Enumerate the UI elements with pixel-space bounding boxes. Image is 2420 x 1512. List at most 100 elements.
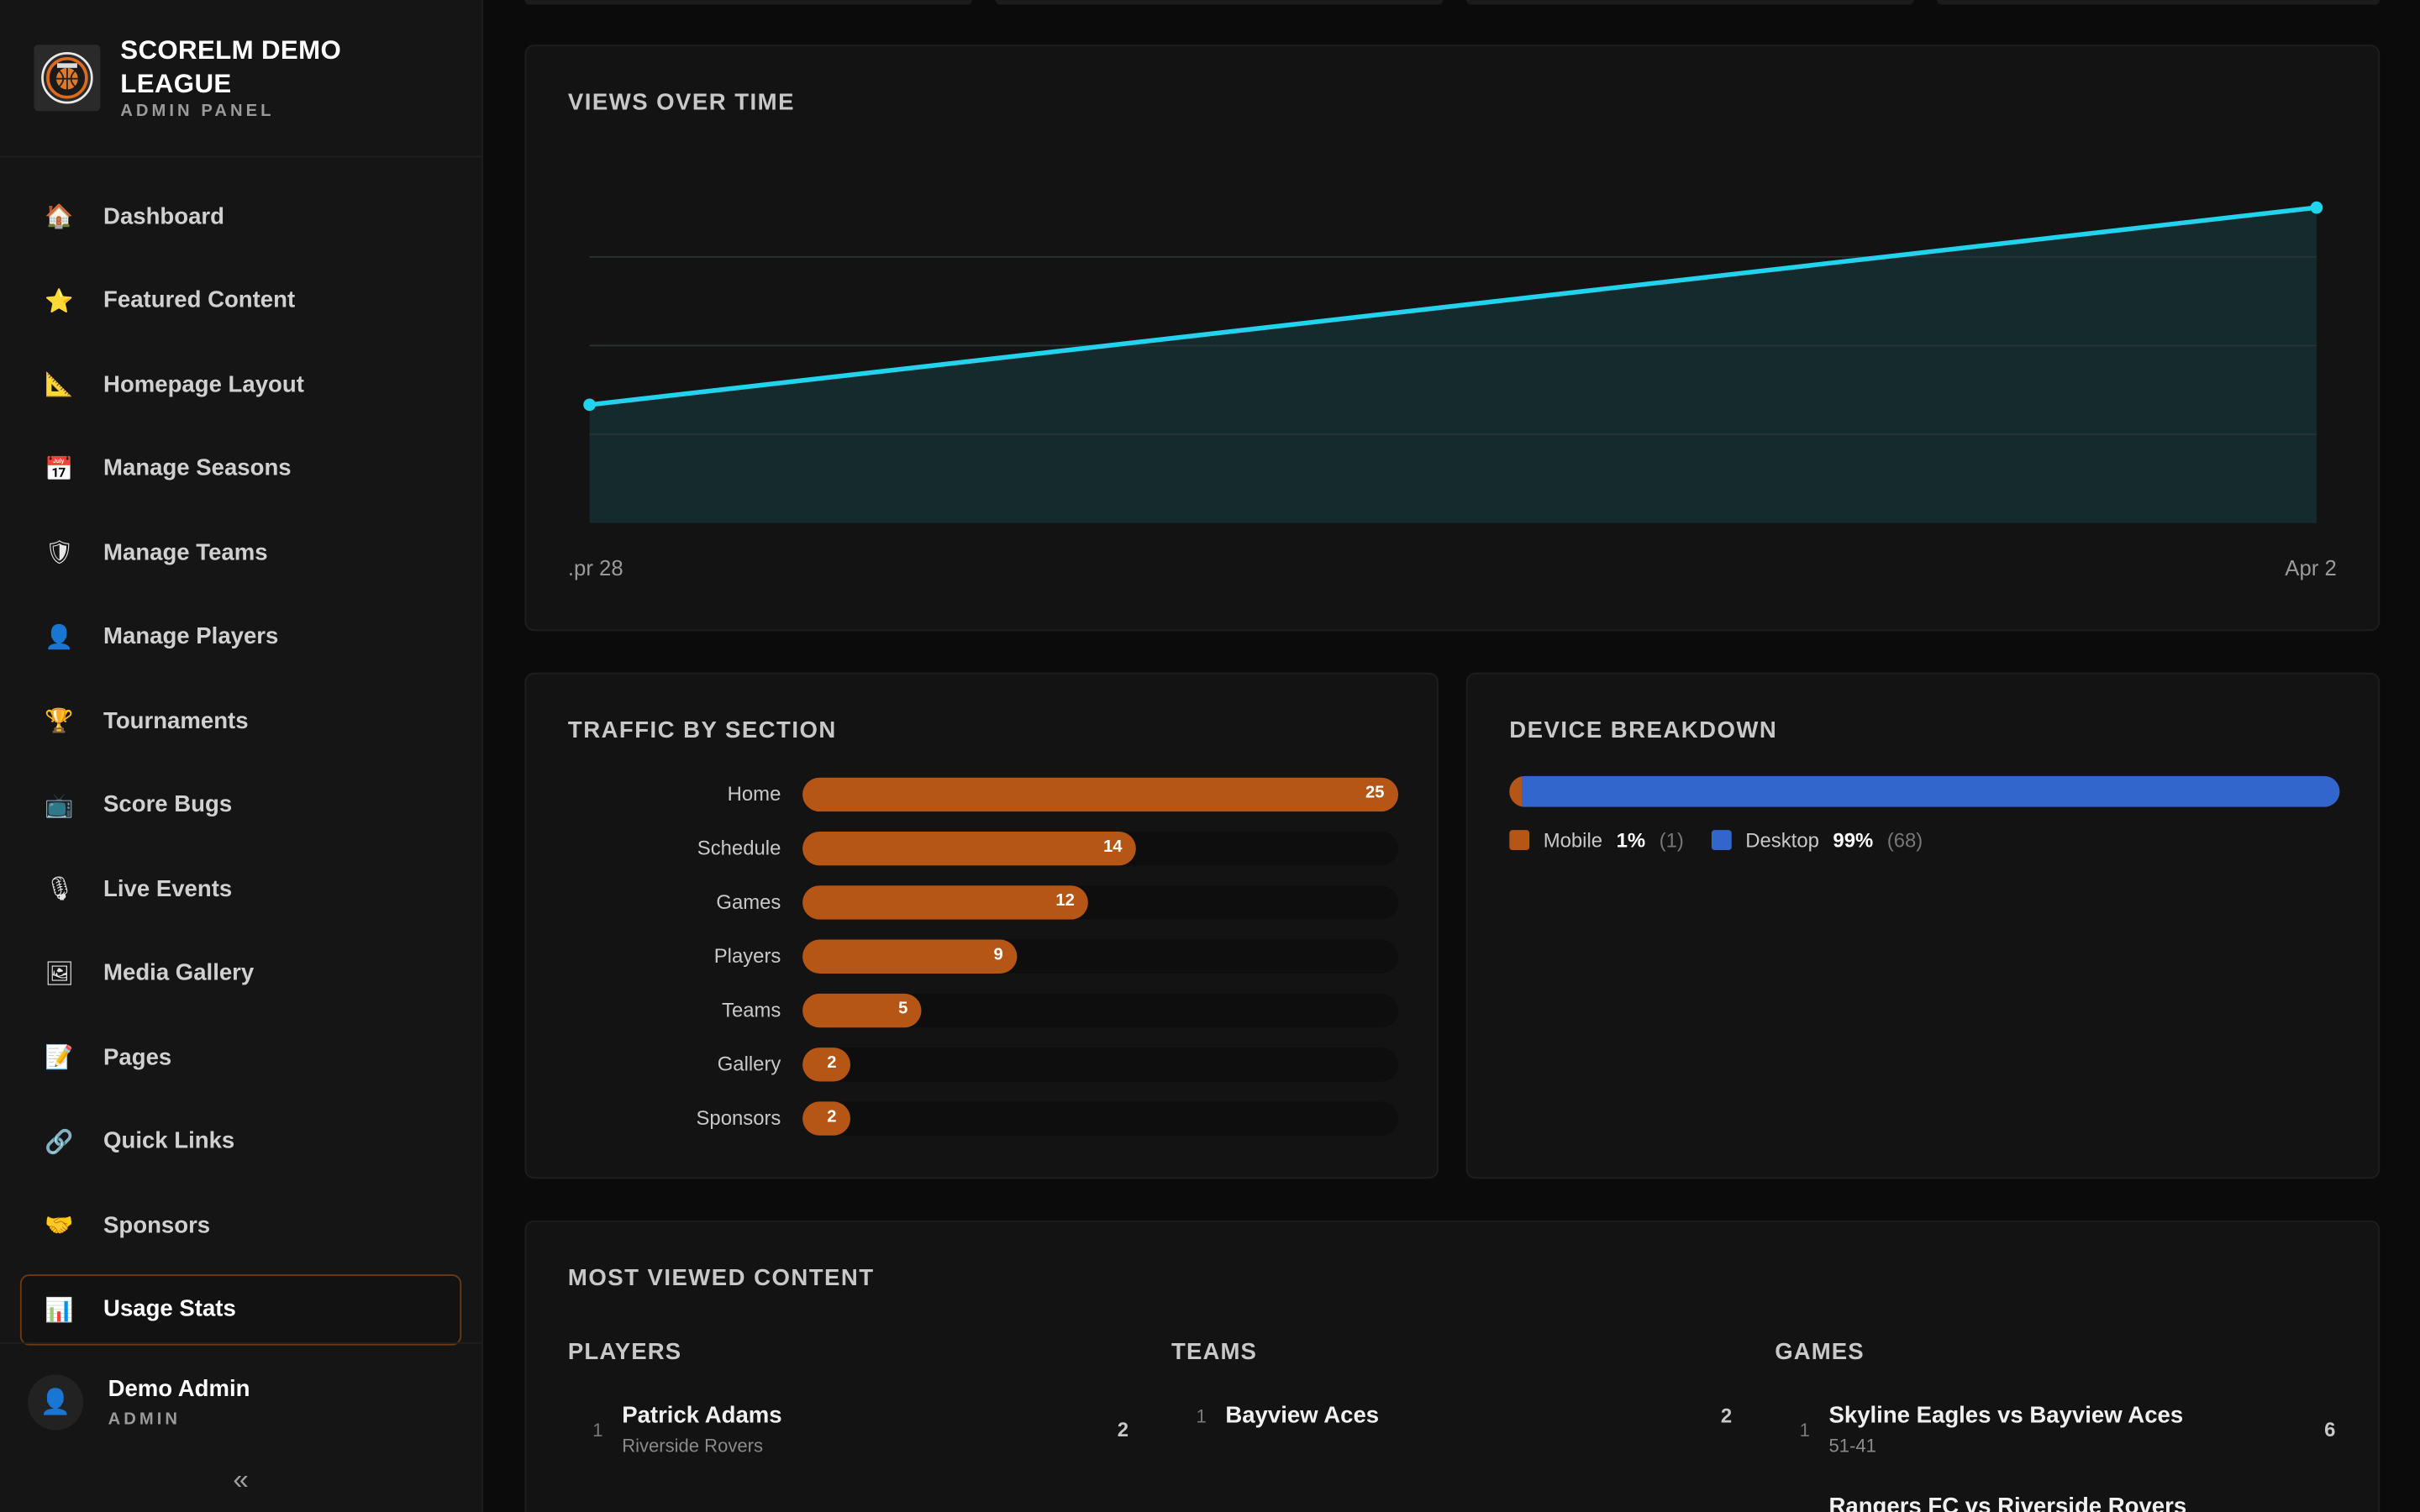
stat-card-edge xyxy=(524,0,973,5)
quick-links-icon: 🔗 xyxy=(45,1128,74,1155)
sidebar-item-quick-links[interactable]: 🔗 Quick Links xyxy=(20,1105,461,1176)
bar: 5 xyxy=(802,993,922,1028)
bar-row[interactable]: Home 25 xyxy=(526,774,1437,815)
sidebar-item-label: Homepage Layout xyxy=(103,370,304,397)
players-column-title: PLAYERS xyxy=(567,1339,682,1366)
bar-value-label: 9 xyxy=(993,945,1003,964)
sidebar-item-dashboard[interactable]: 🏠 Dashboard xyxy=(20,181,461,251)
manage-seasons-icon: 📅 xyxy=(45,455,74,482)
games-column-title: GAMES xyxy=(1775,1339,1865,1366)
list-item-name: Bayview Aces xyxy=(1225,1402,1380,1429)
bar-row[interactable]: Gallery 2 xyxy=(526,1044,1437,1084)
sidebar-item-pages[interactable]: 📝 Pages xyxy=(20,1021,461,1092)
list-item-name: Patrick Adams xyxy=(622,1402,782,1429)
device-card-title: DEVICE BREAKDOWN xyxy=(1509,717,1778,744)
sidebar-item-manage-seasons[interactable]: 📅 Manage Seasons xyxy=(20,433,461,503)
stat-card-edge xyxy=(1937,0,2381,5)
brand-header: SCORELM DEMO LEAGUE ADMIN PANEL xyxy=(0,0,483,158)
list-item-count: 2 xyxy=(1720,1404,1733,1427)
list-item-sub: Riverside Rovers xyxy=(622,1435,763,1457)
user-profile: 👤 Demo Admin ADMIN « xyxy=(0,1341,483,1512)
list-item-name: Skyline Eagles vs Bayview Aces xyxy=(1828,1402,2184,1429)
bar-track: 5 xyxy=(802,993,1399,1028)
bar: 2 xyxy=(802,1047,851,1082)
bar-track: 14 xyxy=(802,831,1399,866)
list-item-count: 6 xyxy=(2324,1417,2336,1441)
bar-category-label: Home xyxy=(727,782,781,806)
bar-row[interactable]: Teams 5 xyxy=(526,990,1437,1031)
bar-track: 12 xyxy=(802,885,1399,920)
media-gallery-icon: 🖼 xyxy=(45,960,75,987)
tournaments-icon: 🏆 xyxy=(45,708,74,735)
traffic-by-section-card: TRAFFIC BY SECTION Home 25 Schedule 14 Games… xyxy=(524,672,1439,1179)
sidebar-item-manage-players[interactable]: 👤 Manage Players xyxy=(20,601,461,671)
views-card-title: VIEWS OVER TIME xyxy=(567,89,795,116)
bar-track: 25 xyxy=(802,777,1399,812)
bar: 25 xyxy=(802,777,1399,812)
sidebar-item-score-bugs[interactable]: 📺 Score Bugs xyxy=(20,769,461,840)
bar-category-label: Schedule xyxy=(697,836,781,860)
user-name: Demo Admin xyxy=(108,1376,250,1403)
desktop-legend-percent: 99% xyxy=(1833,828,1874,852)
desktop-legend-count: (68) xyxy=(1886,828,1923,852)
sidebar-item-sponsors[interactable]: 🤝 Sponsors xyxy=(20,1189,461,1260)
teams-column-title: TEAMS xyxy=(1171,1339,1257,1366)
bar-row[interactable]: Schedule 14 xyxy=(526,828,1437,869)
collapse-sidebar-button[interactable]: « xyxy=(233,1464,249,1495)
sidebar-item-manage-teams[interactable]: 🛡 Manage Teams xyxy=(20,517,461,587)
bar-value-label: 25 xyxy=(1365,784,1385,803)
views-data-point[interactable] xyxy=(583,398,596,412)
mobile-legend-name: Mobile xyxy=(1543,828,1603,852)
sidebar-item-tournaments[interactable]: 🏆 Tournaments xyxy=(20,685,461,755)
desktop-legend-name: Desktop xyxy=(1745,828,1819,852)
bar-row[interactable]: Sponsors 2 xyxy=(526,1099,1437,1139)
avatar[interactable]: 👤 xyxy=(28,1374,84,1431)
brand-subtitle: ADMIN PANEL xyxy=(120,102,275,121)
list-item-rank: 1 xyxy=(1799,1419,1810,1441)
list-item-rank: 1 xyxy=(1196,1405,1207,1427)
device-legend: Mobile 1% (1) Desktop 99% (68) xyxy=(1509,828,1950,852)
bar-value-label: 2 xyxy=(827,1053,837,1073)
sidebar-item-usage-stats[interactable]: 📊 Usage Stats xyxy=(19,1273,462,1345)
bar-category-label: Teams xyxy=(722,998,781,1021)
bar-category-label: Sponsors xyxy=(696,1105,781,1130)
list-item-rank: 1 xyxy=(592,1419,603,1441)
bar-category-label: Players xyxy=(713,944,781,968)
brand-title: SCORELM DEMO LEAGUE xyxy=(120,35,342,99)
sidebar: SCORELM DEMO LEAGUE ADMIN PANEL 🏠 Dashboa… xyxy=(0,0,483,1512)
sidebar-item-live-events[interactable]: 🎙 Live Events xyxy=(20,853,461,924)
device-stacked-bar xyxy=(1509,775,2340,807)
bar-row[interactable]: Games 12 xyxy=(526,883,1437,923)
bar-value-label: 5 xyxy=(898,1000,908,1019)
bar-track: 9 xyxy=(802,939,1399,974)
basketball-logo-icon[interactable] xyxy=(34,45,101,112)
bar-track: 2 xyxy=(802,1101,1399,1136)
list-item-name: Rangers FC vs Riverside Rovers xyxy=(1828,1493,2187,1512)
sidebar-item-label: Featured Content xyxy=(103,286,296,313)
views-data-point[interactable] xyxy=(2310,201,2323,214)
sidebar-item-label: Quick Links xyxy=(103,1127,235,1154)
bar-category-label: Gallery xyxy=(717,1052,781,1076)
homepage-layout-icon: 📐 xyxy=(45,371,74,398)
list-item-sub: 51-41 xyxy=(1828,1435,1876,1457)
x-axis-end-label: Apr 2 xyxy=(2285,555,2337,580)
bar-category-label: Games xyxy=(716,890,781,914)
most-viewed-title: MOST VIEWED CONTENT xyxy=(567,1265,875,1292)
usage-stats-icon: 📊 xyxy=(45,1296,74,1323)
sidebar-item-homepage-layout[interactable]: 📐 Homepage Layout xyxy=(20,349,461,419)
sidebar-item-media-gallery[interactable]: 🖼 Media Gallery xyxy=(20,937,461,1008)
bar: 12 xyxy=(802,885,1089,920)
sidebar-item-featured-content[interactable]: ⭐ Featured Content xyxy=(20,265,461,335)
stat-card-edge xyxy=(1465,0,1914,5)
featured-content-icon: ⭐ xyxy=(45,287,74,314)
most-viewed-card: MOST VIEWED CONTENT PLAYERS 1 Patrick Ad… xyxy=(524,1220,2381,1512)
manage-players-icon: 👤 xyxy=(45,623,74,651)
views-over-time-card: VIEWS OVER TIME .pr 28 Apr 2 xyxy=(524,45,2381,632)
bar-row[interactable]: Players 9 xyxy=(526,937,1437,977)
device-mobile-segment xyxy=(1509,775,1522,807)
dashboard-icon: 🏠 xyxy=(45,203,74,230)
device-breakdown-card: DEVICE BREAKDOWN Mobile 1% (1) Desktop 9… xyxy=(1465,672,2381,1179)
sidebar-item-label: Sponsors xyxy=(103,1211,211,1238)
bar-value-label: 12 xyxy=(1055,891,1075,911)
desktop-swatch xyxy=(1711,830,1732,851)
